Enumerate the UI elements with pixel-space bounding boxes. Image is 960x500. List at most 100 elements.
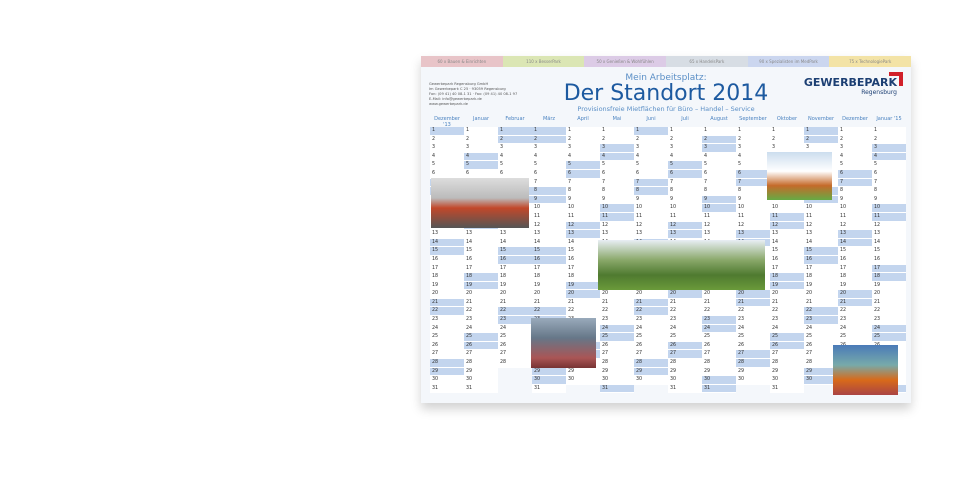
day-cell: 3	[838, 144, 872, 153]
day-cell: 1	[872, 127, 906, 136]
day-cell: 11	[600, 212, 634, 222]
day-cell: 1	[702, 127, 736, 136]
day-cell: 3	[668, 144, 702, 153]
day-cell: 2	[532, 135, 566, 145]
day-cell: 5	[532, 161, 566, 170]
day-cell: 28	[464, 359, 498, 368]
day-cell: 30	[804, 376, 838, 385]
day-cell: 31	[464, 384, 498, 394]
day-cell: 10	[668, 204, 702, 213]
day-cell: 22	[770, 307, 804, 317]
day-cell: 26	[702, 341, 736, 351]
day-cell: 23	[702, 316, 736, 325]
day-cell: 21	[668, 298, 702, 308]
month-name: August	[710, 116, 728, 122]
day-cell: 1	[634, 127, 668, 136]
day-cell: 18	[430, 273, 464, 282]
day-cell: 22	[702, 307, 736, 317]
day-cell: 29	[464, 367, 498, 377]
day-cell: 21	[736, 298, 770, 308]
title: Der Standort 2014	[563, 81, 769, 106]
day-cell: 8	[872, 187, 906, 196]
category-item: 65 x HandelsPark	[666, 56, 748, 67]
day-cell: 6	[838, 169, 872, 179]
day-cell: 11	[668, 212, 702, 222]
day-cell: 4	[668, 152, 702, 162]
day-cell: 2	[498, 135, 532, 145]
day-cell: 8	[634, 187, 668, 196]
month-name: März	[542, 116, 556, 122]
day-cell: 13	[668, 230, 702, 239]
category-item: 50 x Genießen & Wohlfühlen	[584, 56, 667, 67]
day-cell: 15	[770, 247, 804, 256]
day-cell: 19	[566, 281, 600, 291]
day-cell: 1	[804, 127, 838, 136]
day-cell: 22	[838, 307, 872, 317]
day-cell: 6	[634, 169, 668, 179]
day-cell: 20	[532, 290, 566, 299]
day-cell: 22	[532, 307, 566, 317]
day-cell: 12	[804, 221, 838, 231]
day-cell: 11	[872, 212, 906, 222]
day-cell: 5	[430, 161, 464, 170]
day-cell: 15	[430, 247, 464, 256]
day-cell: 1	[770, 127, 804, 136]
day-cell: 24	[702, 324, 736, 334]
day-cell: 28	[430, 359, 464, 368]
address-line: www.gewerbepark.de	[429, 102, 468, 106]
day-cell: 3	[464, 144, 498, 153]
day-cell: 21	[600, 298, 634, 308]
day-cell: 27	[668, 350, 702, 360]
day-cell: 31	[668, 384, 702, 394]
day-cell: 4	[566, 152, 600, 162]
day-cell: 5	[634, 161, 668, 170]
day-cell: 5	[872, 161, 906, 170]
day-cell: 18	[804, 273, 838, 282]
day-cell: 25	[430, 333, 464, 342]
day-cell: 7	[736, 178, 770, 188]
day-cell: 25	[498, 333, 532, 342]
day-cell: 5	[702, 161, 736, 170]
day-cell: 29	[600, 367, 634, 377]
day-cell: 29	[668, 367, 702, 377]
day-cell: 6	[532, 169, 566, 179]
month-column: August1234567891011121314151617181920212…	[702, 116, 736, 394]
day-cell: 13	[464, 230, 498, 239]
day-cell: 2	[702, 135, 736, 145]
day-cell: 22	[498, 307, 532, 317]
day-cell: 21	[770, 298, 804, 308]
day-cell: 23	[736, 316, 770, 325]
logo-name: GEWERBEPARK	[803, 76, 897, 89]
day-cell: 4	[872, 152, 906, 162]
day-cell: 20	[736, 290, 770, 299]
day-cell: 23	[872, 316, 906, 325]
day-cell: 19	[838, 281, 872, 291]
address-line: E-Mail: info@gewerbepark.de	[429, 97, 482, 101]
day-cell: 9	[600, 195, 634, 205]
day-cell: 23	[464, 316, 498, 325]
day-cell: 18	[566, 273, 600, 282]
day-cell: 20	[838, 290, 872, 299]
day-cell: 17	[532, 264, 566, 274]
day-cell: 9	[872, 195, 906, 205]
day-cell: 21	[702, 298, 736, 308]
day-cell: 5	[600, 161, 634, 170]
month-column: Dezember '131234567891011121314151617181…	[430, 116, 464, 394]
category-item: 110 x BesserPark	[502, 56, 585, 67]
day-cell: 1	[566, 127, 600, 136]
day-cell: 16	[872, 255, 906, 265]
day-cell: 3	[430, 144, 464, 153]
day-cell: 2	[770, 135, 804, 145]
day-cell: 12	[770, 221, 804, 231]
day-cell: 10	[566, 204, 600, 213]
day-cell: 7	[668, 178, 702, 188]
day-cell: 4	[600, 152, 634, 162]
day-cell: 11	[634, 212, 668, 222]
day-cell: 24	[498, 324, 532, 334]
day-cell: 30	[566, 376, 600, 385]
day-cell: 12	[702, 221, 736, 231]
day-cell: 17	[430, 264, 464, 274]
photo-tree	[833, 345, 898, 395]
day-cell: 26	[770, 341, 804, 351]
day-cell: 24	[668, 324, 702, 334]
